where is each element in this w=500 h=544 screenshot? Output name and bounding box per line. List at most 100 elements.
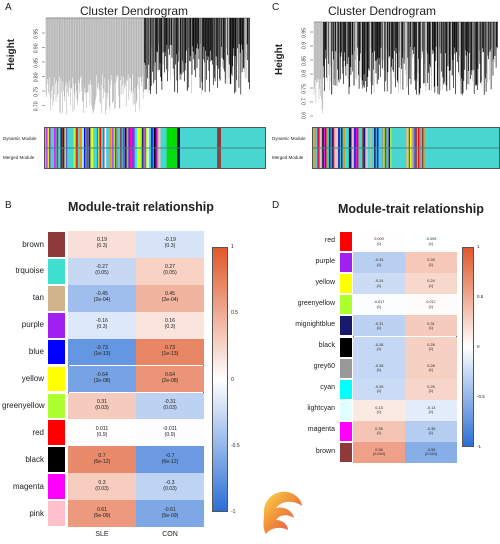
module-color-strip	[443, 148, 445, 168]
module-color-strip	[319, 128, 322, 148]
module-color-strip	[123, 128, 126, 148]
module-color-strip	[332, 148, 335, 168]
panel-a-merged-label: Merged Module	[3, 155, 35, 160]
module-color-strip	[414, 128, 416, 148]
module-color-strip	[86, 148, 88, 168]
module-color-strip	[396, 128, 399, 148]
module-color-strip	[217, 128, 219, 148]
colorbar-tick-label: 0	[231, 376, 234, 383]
module-color-strip	[214, 128, 217, 148]
module-color-strip	[139, 128, 142, 148]
module-color-strip	[425, 148, 428, 168]
heatmap-cell: -0.011 (0.9)	[136, 419, 204, 447]
module-color-strip	[123, 148, 126, 168]
module-color-strip	[328, 148, 331, 168]
module-swatch-black	[48, 447, 65, 473]
module-color-strip	[481, 128, 484, 148]
module-color-strip	[428, 128, 431, 148]
module-color-strip	[246, 128, 249, 148]
module-color-strip	[338, 128, 340, 148]
module-color-strip	[173, 148, 175, 168]
module-color-strip	[201, 148, 204, 168]
module-color-strip	[244, 148, 246, 168]
module-color-strip	[421, 148, 424, 168]
module-color-strip	[147, 148, 149, 168]
module-color-strip	[418, 128, 420, 148]
heatmap-cell: -0.31 (1)	[353, 315, 405, 337]
row-label-trquoise: trquoise	[15, 266, 44, 276]
module-color-strip	[340, 128, 343, 148]
module-color-strip	[383, 128, 385, 148]
module-color-strip	[245, 148, 248, 168]
row-label-cyan: cyan	[320, 384, 335, 392]
dendrogram-a-lines	[45, 17, 250, 115]
module-color-strip	[183, 148, 186, 168]
module-color-strip	[317, 148, 319, 168]
module-color-strip	[410, 128, 412, 148]
module-color-strip	[89, 148, 91, 168]
module-colors-c	[313, 128, 500, 168]
module-color-strip	[334, 148, 336, 168]
module-color-strip	[166, 148, 169, 168]
module-color-strip	[415, 148, 417, 168]
module-color-strip	[351, 148, 354, 168]
module-color-strip	[187, 148, 189, 168]
colorbar-tick-label: -1	[477, 444, 482, 449]
module-color-strip	[184, 128, 187, 148]
module-color-strip	[138, 148, 140, 168]
module-color-strip	[226, 128, 228, 148]
module-color-strip	[202, 148, 205, 168]
module-color-strip	[323, 128, 326, 148]
module-color-strip	[206, 128, 209, 148]
module-swatch-yellow	[340, 274, 352, 294]
module-color-strip	[395, 148, 397, 168]
module-color-strip	[122, 128, 125, 148]
row-label-greenyellow: greenyellow	[297, 299, 335, 307]
module-color-strip	[125, 128, 127, 148]
ytick-label: 0.90	[34, 43, 40, 53]
module-color-strip	[261, 148, 263, 168]
module-color-strip	[469, 148, 472, 168]
module-swatch-red	[340, 232, 352, 252]
module-color-strip	[258, 148, 261, 168]
module-color-strip	[484, 128, 486, 148]
module-color-strip	[184, 148, 187, 168]
module-color-strip	[249, 148, 252, 168]
module-color-strip	[435, 148, 437, 168]
module-color-strip	[323, 148, 326, 168]
module-color-strip	[205, 128, 208, 148]
ytick-label: 0.80	[34, 72, 40, 82]
module-color-strip	[109, 128, 112, 148]
module-color-strip	[334, 128, 336, 148]
module-color-strip	[167, 128, 170, 148]
module-color-strip	[241, 148, 244, 168]
panel-c-merged-label: Merged Module	[272, 155, 304, 160]
module-color-strip	[366, 148, 368, 168]
module-color-strip	[263, 128, 266, 148]
module-color-strip	[158, 128, 161, 148]
row-label-purple: purple	[21, 320, 44, 330]
row-label-black: black	[318, 342, 335, 349]
module-color-strip	[404, 148, 407, 168]
module-color-strip	[326, 148, 328, 168]
module-color-strip	[447, 128, 449, 148]
module-color-strip	[366, 128, 368, 148]
heatmap-cell: -0.24 (1)	[353, 273, 405, 295]
module-color-strip	[376, 148, 379, 168]
module-color-strip	[350, 128, 352, 148]
module-color-strip	[240, 128, 242, 148]
module-color-strip	[363, 148, 366, 168]
module-color-strip	[227, 128, 230, 148]
module-color-strip	[231, 128, 233, 148]
module-color-strip	[322, 148, 324, 168]
ytick-label: 0.6	[302, 112, 308, 119]
module-color-strip	[362, 128, 364, 148]
module-color-strip	[461, 148, 464, 168]
module-color-strip	[170, 128, 173, 148]
module-color-strip	[82, 128, 85, 148]
module-color-strip	[202, 128, 205, 148]
module-color-strip	[328, 128, 331, 148]
module-color-strip	[344, 128, 347, 148]
module-color-strip	[73, 128, 76, 148]
module-color-strip	[443, 128, 445, 148]
